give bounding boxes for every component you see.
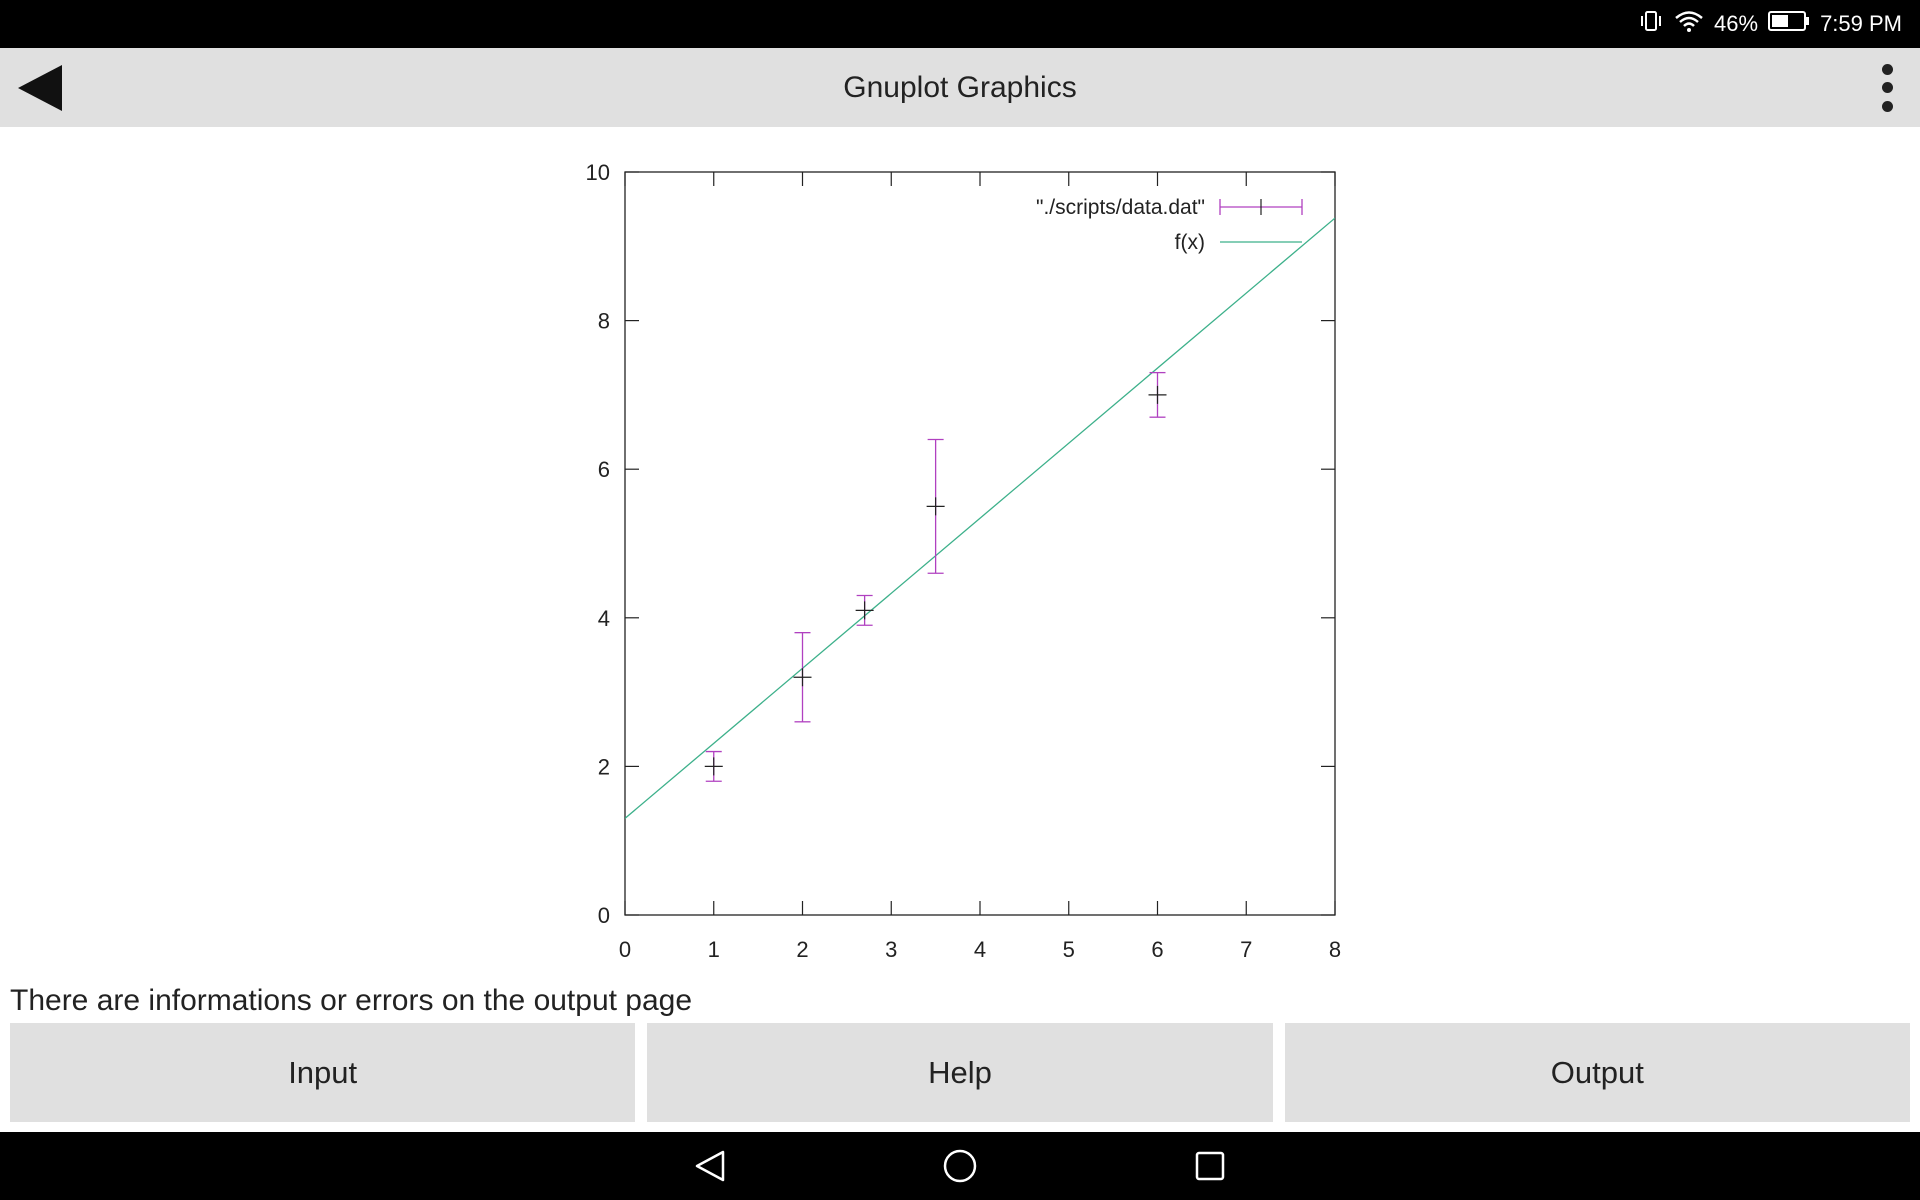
x-tick-label: 0 xyxy=(619,937,631,962)
plot-frame xyxy=(624,171,1336,916)
input-button[interactable]: Input xyxy=(10,1023,636,1122)
y-tick-label: 10 xyxy=(586,160,610,185)
wifi-icon xyxy=(1674,9,1704,39)
x-tick-label: 7 xyxy=(1240,937,1252,962)
overflow-menu-dot xyxy=(1881,101,1893,113)
nav-home-button[interactable] xyxy=(935,1141,985,1191)
back-triangle-icon xyxy=(18,65,62,111)
y-tick-label: 8 xyxy=(598,309,610,334)
x-tick-label: 5 xyxy=(1063,937,1075,962)
app-bar: Gnuplot Graphics xyxy=(0,48,1920,127)
nav-recents-icon xyxy=(1195,1151,1225,1181)
app-title: Gnuplot Graphics xyxy=(843,70,1077,104)
x-tick-label: 1 xyxy=(708,937,720,962)
bottom-button-row: Input Help Output xyxy=(10,1023,1910,1122)
overflow-menu-dot xyxy=(1881,82,1893,94)
output-button[interactable]: Output xyxy=(1284,1023,1910,1122)
status-bar: 46% 7:59 PM xyxy=(0,0,1920,48)
nav-back-button[interactable] xyxy=(685,1141,735,1191)
legend-label-fx: f(x) xyxy=(1175,231,1205,254)
x-tick-label: 2 xyxy=(796,937,808,962)
x-tick-label: 4 xyxy=(974,937,986,962)
series-fx-line xyxy=(625,217,1335,819)
navigation-bar xyxy=(0,1132,1920,1200)
y-tick-label: 6 xyxy=(598,457,610,482)
vibrate-icon xyxy=(1638,9,1664,39)
x-tick-label: 8 xyxy=(1329,937,1341,962)
y-tick-label: 0 xyxy=(598,903,610,928)
overflow-menu-icon xyxy=(1881,63,1893,75)
x-tick-label: 6 xyxy=(1151,937,1163,962)
back-button[interactable] xyxy=(14,62,66,114)
nav-home-icon xyxy=(943,1149,977,1183)
nav-recents-button[interactable] xyxy=(1185,1141,1235,1191)
battery-percent: 46% xyxy=(1714,11,1759,36)
y-tick-label: 4 xyxy=(598,606,610,631)
battery-icon xyxy=(1768,10,1810,38)
output-message: There are informations or errors on the … xyxy=(10,984,693,1017)
clock: 7:59 PM xyxy=(1820,11,1902,36)
y-tick-label: 2 xyxy=(598,754,610,779)
overflow-menu-button[interactable] xyxy=(1872,60,1902,116)
legend-label-data: "./scripts/data.dat" xyxy=(1036,196,1205,219)
nav-back-icon xyxy=(695,1150,725,1182)
gnuplot-chart: 0 1 2 3 4 5 6 7 8 0 2 4 6 8 10 "./scripts/data.dat" f(x) xyxy=(586,160,1342,962)
help-button[interactable]: Help xyxy=(647,1023,1273,1122)
x-tick-label: 3 xyxy=(885,937,897,962)
